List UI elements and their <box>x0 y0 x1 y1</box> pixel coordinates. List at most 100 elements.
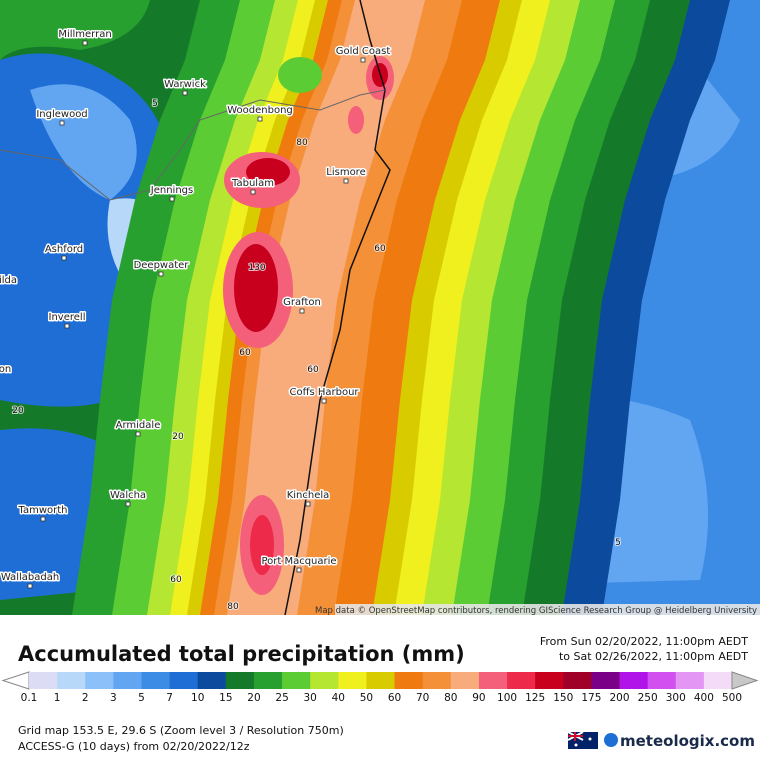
city-marker <box>305 501 311 507</box>
contour-label: 20 <box>12 406 24 416</box>
scale-label: 30 <box>304 692 317 704</box>
city-label: Grafton <box>283 297 321 308</box>
color-swatch <box>366 672 396 689</box>
rain-core <box>250 515 274 575</box>
scale-label: 15 <box>219 692 232 704</box>
scale-label: 400 <box>694 692 714 704</box>
color-swatch <box>29 672 58 689</box>
city-label: Inglewood <box>36 109 87 120</box>
scale-label: 5 <box>138 692 145 704</box>
color-swatch <box>563 672 592 689</box>
city-label: Warwick <box>164 79 206 90</box>
scale-label: 7 <box>166 692 173 704</box>
rain-core <box>246 158 290 186</box>
city-marker <box>296 567 302 573</box>
city-label: Wallabadah <box>1 572 59 583</box>
coastline <box>284 0 391 616</box>
state-border <box>0 89 386 201</box>
city-label: Kinchela <box>287 490 330 501</box>
city-label: Port Macquarie <box>261 556 336 567</box>
color-swatch <box>310 672 339 689</box>
city-marker <box>343 178 349 184</box>
city-marker <box>321 398 327 404</box>
city-label: on <box>0 364 11 375</box>
legend-title: Accumulated total precipitation (mm) <box>18 642 465 666</box>
city-marker <box>135 431 141 437</box>
city-marker <box>40 516 46 522</box>
city-label: Jennings <box>150 185 193 196</box>
color-swatch <box>422 672 452 689</box>
contour-label: 130 <box>248 263 265 273</box>
scale-label: 300 <box>666 692 686 704</box>
scale-label: 1 <box>54 692 61 704</box>
color-swatch <box>507 672 536 689</box>
contour-label: 60 <box>170 575 182 585</box>
city-marker <box>257 116 263 122</box>
city-marker <box>27 583 33 589</box>
scale-label: 3 <box>110 692 117 704</box>
period-end: to Sat 02/26/2022, 11:00pm AEDT <box>559 650 748 663</box>
color-swatch <box>169 672 199 689</box>
scale-label: 175 <box>581 692 601 704</box>
rain-band <box>227 0 425 615</box>
color-swatch <box>535 672 564 689</box>
scale-label: 70 <box>416 692 429 704</box>
scale-label: 80 <box>444 692 457 704</box>
city-label: ilda <box>0 275 17 286</box>
color-swatch <box>450 672 480 689</box>
contour-label: 60 <box>307 365 319 375</box>
color-swatch <box>225 672 255 689</box>
city-marker <box>182 90 188 96</box>
scale-label: 90 <box>472 692 485 704</box>
color-swatch <box>478 672 508 689</box>
city-marker <box>360 57 366 63</box>
city-label: Millmerran <box>58 29 111 40</box>
scale-label: 25 <box>275 692 288 704</box>
contour-label: 60 <box>374 244 386 254</box>
city-marker <box>169 196 175 202</box>
model-info: ACCESS-G (10 days) from 02/20/2022/12z <box>18 740 250 753</box>
scale-label: 125 <box>525 692 545 704</box>
scale-label: 2 <box>82 692 89 704</box>
scale-label: 50 <box>360 692 373 704</box>
city-marker <box>299 308 305 314</box>
city-marker <box>61 255 67 261</box>
rain-core <box>348 106 364 134</box>
city-label: Coffs Harbour <box>289 387 359 398</box>
color-swatch <box>282 672 311 689</box>
city-marker <box>59 120 65 126</box>
colorbar-arrow-low <box>1 671 30 690</box>
contour-label: 80 <box>296 138 308 148</box>
city-label: Ashford <box>45 244 83 255</box>
city-label: Gold Coast <box>336 46 391 57</box>
scale-label: 250 <box>638 692 658 704</box>
flag <box>567 731 598 749</box>
city-label: Tabulam <box>231 178 274 189</box>
scale-label: 10 <box>191 692 204 704</box>
color-swatch <box>394 672 424 689</box>
city-marker <box>158 271 164 277</box>
scale-label: 150 <box>553 692 573 704</box>
city-label: Inverell <box>49 312 86 323</box>
scale-label: 60 <box>388 692 401 704</box>
contour-label: 60 <box>239 348 251 358</box>
map-labels: Millmerran Warwick Inglewood Woodenbong Gold… <box>0 28 622 614</box>
city-label: Lismore <box>326 167 365 178</box>
scale-label: 100 <box>497 692 517 704</box>
color-swatch <box>703 672 733 689</box>
rain-bands <box>0 0 730 616</box>
color-swatch <box>647 672 677 689</box>
city-marker <box>82 40 88 46</box>
rain-core <box>234 244 278 332</box>
colorbar: 0.1 1 2 3 5 7 10 15 20 25 30 40 50 60 70 80 90 100 125 150 1… <box>1 671 759 704</box>
color-swatch <box>197 672 227 689</box>
scale-label: 40 <box>332 692 345 704</box>
contour-label: 5 <box>615 538 621 548</box>
scale-label: 20 <box>247 692 260 704</box>
attribution: Map data © OpenStreetMap contributors, r… <box>315 606 757 616</box>
color-swatch <box>591 672 621 689</box>
color-swatch <box>619 672 649 689</box>
city-marker <box>64 323 70 329</box>
city-marker <box>250 189 256 195</box>
